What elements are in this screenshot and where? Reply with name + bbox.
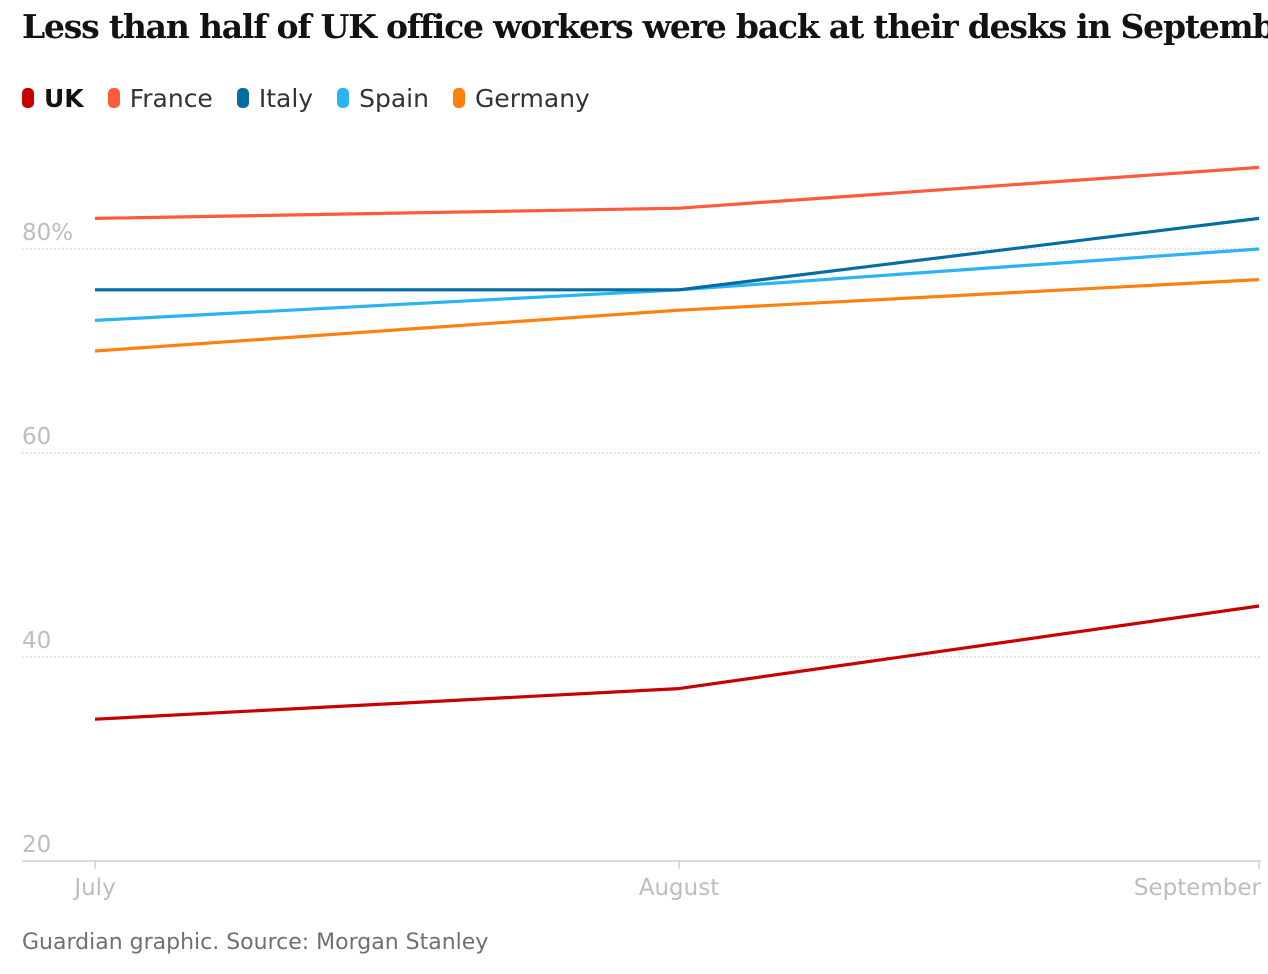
y-tick-label-80: 80%: [22, 220, 73, 246]
line-chart: 20 40 60 80% July August September: [22, 165, 1262, 901]
legend-label-spain: Spain: [359, 83, 429, 113]
series-line-germany[interactable]: [94, 278, 1260, 353]
legend-item-germany[interactable]: Germany: [452, 83, 590, 113]
legend-swatch-france: [107, 88, 120, 108]
x-tick-label-august: August: [639, 875, 720, 901]
source-note: Guardian graphic. Source: Morgan Stanley: [22, 930, 489, 955]
legend-swatch-germany: [452, 88, 465, 108]
legend-item-italy[interactable]: Italy: [236, 83, 314, 113]
gridlines: 20 40 60 80%: [22, 220, 1261, 858]
y-tick-label-20: 20: [22, 832, 51, 858]
legend-label-france: France: [129, 83, 213, 113]
legend-swatch-italy: [236, 88, 249, 108]
y-tick-label-60: 60: [22, 424, 51, 450]
legend-swatch-uk: [22, 88, 34, 108]
legend-item-spain[interactable]: Spain: [337, 84, 429, 113]
legend-item-uk[interactable]: UK: [22, 84, 84, 113]
series-line-italy[interactable]: [95, 216, 1260, 292]
chart-title: Less than half of UK office workers were…: [22, 7, 1268, 46]
legend-label-italy: Italy: [258, 83, 314, 113]
legend-item-france[interactable]: France: [107, 83, 213, 113]
x-tick-label-september: September: [1134, 875, 1262, 901]
series-line-uk[interactable]: [94, 604, 1260, 721]
legend-swatch-spain: [337, 88, 350, 108]
series-line-france[interactable]: [94, 165, 1260, 220]
y-tick-label-40: 40: [22, 628, 51, 654]
x-axis: July August September: [22, 860, 1262, 901]
series-lines: [94, 165, 1260, 721]
x-tick-label-july: July: [72, 875, 115, 901]
chart-legend: UK France Italy Spain Germany: [22, 80, 614, 116]
legend-label-uk: UK: [44, 83, 84, 113]
legend-label-germany: Germany: [474, 83, 590, 113]
